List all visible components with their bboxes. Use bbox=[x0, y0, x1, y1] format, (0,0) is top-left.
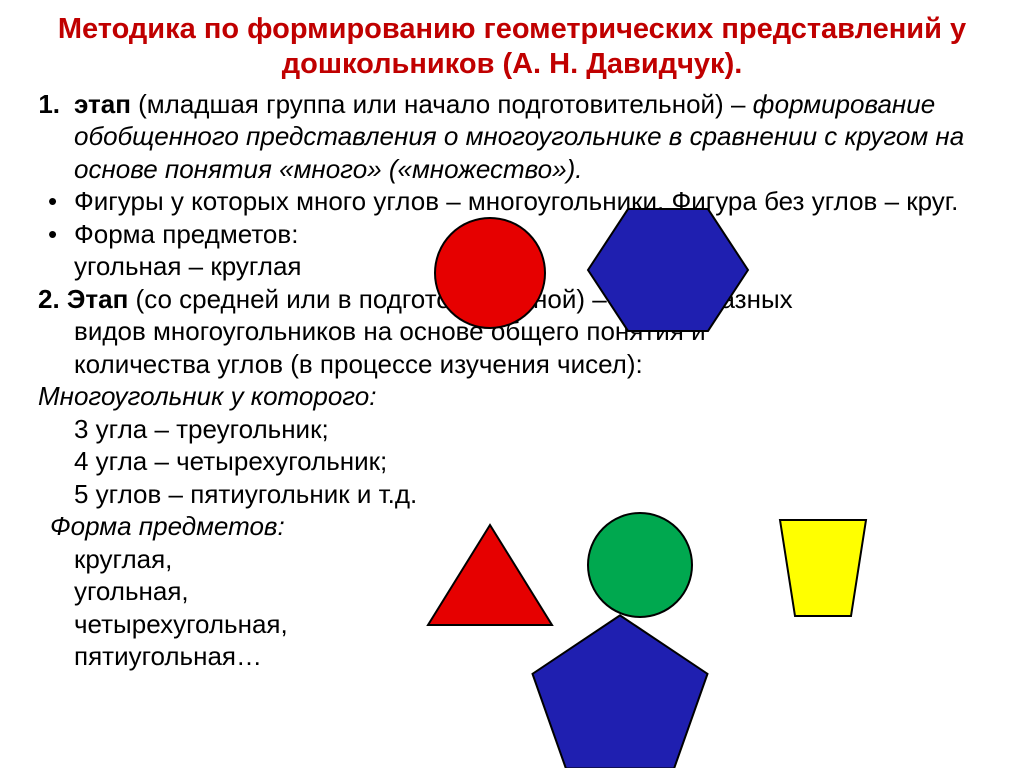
stage2-label: Этап bbox=[67, 284, 128, 314]
stage1-row: 1. этап (младшая группа или начало подго… bbox=[20, 88, 1004, 186]
form-header: Форма предметов: bbox=[20, 510, 1004, 543]
stage1-tail: (младшая группа или начало подготовитель… bbox=[131, 89, 753, 119]
stage2-line2: количества углов (в процессе изучения чи… bbox=[20, 348, 1004, 381]
stage2-num: 2. bbox=[38, 284, 67, 314]
stage2-line1: видов многоугольников на основе общего п… bbox=[20, 315, 1004, 348]
slide-title: Методика по формированию геометрических … bbox=[20, 12, 1004, 82]
poly2: 4 угла – четырехугольник; bbox=[20, 445, 1004, 478]
stage1-label: этап bbox=[74, 89, 131, 119]
stage1-number: 1. bbox=[20, 88, 74, 186]
form2: угольная, bbox=[20, 575, 1004, 608]
bullet2-text: Форма предметов: угольная – круглая bbox=[74, 218, 1004, 283]
bullet2: • Форма предметов: угольная – круглая bbox=[20, 218, 1004, 283]
poly-header: Многоугольник у которого: bbox=[20, 380, 1004, 413]
stage2-tail: (со средней или в подготовительной) – ан… bbox=[128, 284, 792, 314]
poly3: 5 углов – пятиугольник и т.д. bbox=[20, 478, 1004, 511]
form1: круглая, bbox=[20, 543, 1004, 576]
slide-content: 1. этап (младшая группа или начало подго… bbox=[20, 88, 1004, 673]
form3: четырехугольная, bbox=[20, 608, 1004, 641]
poly1: 3 угла – треугольник; bbox=[20, 413, 1004, 446]
stage2-row: 2. Этап (со средней или в подготовительн… bbox=[20, 283, 1004, 316]
bullet2b: угольная – круглая bbox=[74, 250, 1004, 283]
bullet1-marker: • bbox=[38, 185, 74, 218]
bullet2-marker: • bbox=[38, 218, 74, 283]
bullet1: • Фигуры у которых много углов – многоуг… bbox=[20, 185, 1004, 218]
stage1-text: этап (младшая группа или начало подготов… bbox=[74, 88, 1004, 186]
bullet1-text: Фигуры у которых много углов – многоугол… bbox=[74, 185, 1004, 218]
bullet2a: Форма предметов: bbox=[74, 218, 1004, 251]
form4: пятиугольная… bbox=[20, 640, 1004, 673]
